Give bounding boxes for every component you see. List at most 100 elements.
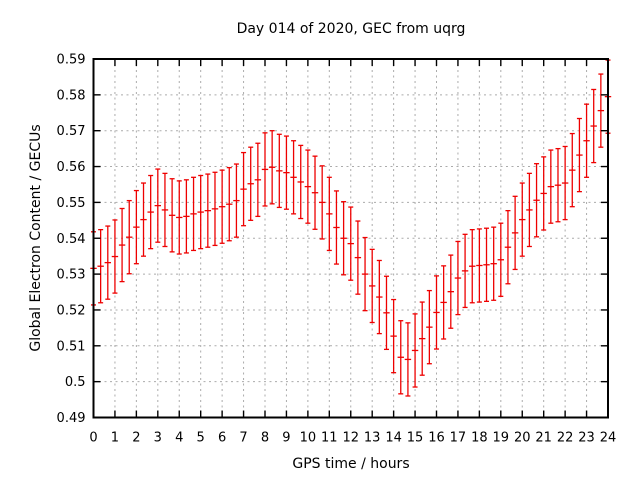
error-bar [404,322,412,397]
error-bar [583,103,590,178]
error-bar [326,176,333,252]
error-bar [569,132,576,208]
x-tick-label: 16 [428,431,445,446]
error-bar [576,117,583,193]
error-bar [276,133,283,209]
error-bar [147,174,154,250]
x-tick-label: 21 [535,431,552,446]
error-bar [526,172,533,248]
error-bar [476,228,483,303]
x-tick-label: 12 [342,431,359,446]
x-tick-label: 0 [89,431,97,446]
error-bar [211,171,219,247]
x-tick-label: 15 [407,431,424,446]
error-bar [304,149,312,224]
error-bar [561,145,569,221]
y-tick-label: 0.57 [57,124,86,139]
error-bar [97,228,104,304]
error-bar [247,146,254,221]
error-bar [597,73,605,148]
plot-border [92,58,609,419]
error-bar [454,240,462,316]
chart-title: Day 014 of 2020, GEC from uqrg [237,21,466,37]
y-axis-label: Global Electron Content / GECUs [28,124,44,351]
error-bar [504,209,512,285]
error-bar [368,248,376,324]
axes-and-ticks [92,58,609,419]
error-bar [318,165,326,240]
x-axis-label: GPS time / hours [292,456,409,472]
x-tick-label: 17 [450,431,467,446]
error-bar [126,199,133,275]
y-tick-label: 0.5 [65,375,86,390]
error-bar [226,166,233,242]
error-bar [354,220,362,295]
y-tick-label: 0.55 [57,196,86,211]
error-bar [347,206,354,281]
x-tick-label: 14 [385,431,402,446]
x-tick-label: 4 [175,431,183,446]
error-bar [176,180,183,255]
error-bar [218,169,226,244]
error-bar [133,189,140,265]
error-bar [190,176,197,252]
x-tick-label: 7 [239,431,247,446]
x-tick-label: 5 [197,431,205,446]
y-tick-label: 0.59 [57,53,86,68]
error-bar [104,225,111,300]
error-bar [311,155,319,230]
error-bar [411,313,419,388]
x-tick-label: 2 [132,431,140,446]
error-bar [490,226,497,301]
tick-labels: 0 1 2 3 4 5 6 7 8 9 10 11 12 13 14 15 16 17 18 19 20 21 22 23 24… [57,53,617,446]
error-bar [161,172,169,248]
error-bar [433,275,440,350]
error-bar [590,88,597,164]
error-bar [469,228,476,304]
y-tick-label: 0.58 [57,88,86,103]
error-bar [447,254,454,329]
error-bar [426,289,433,365]
x-tick-label: 13 [364,431,381,446]
error-bar [204,173,212,248]
x-tick-label: 24 [600,431,617,446]
x-tick-label: 22 [557,431,574,446]
error-bar [554,147,562,223]
error-bar [533,163,540,238]
x-tick-label: 9 [282,431,290,446]
error-bar [376,259,383,335]
error-bar [483,227,490,302]
error-bar [233,163,240,238]
error-bar [283,135,290,210]
error-bar [140,182,147,257]
x-tick-label: 3 [154,431,162,446]
error-bar [440,265,447,340]
error-bar [390,298,397,374]
error-bar [419,301,426,376]
error-bar [240,151,247,227]
y-tick-label: 0.54 [57,232,86,247]
x-tick-label: 11 [321,431,338,446]
x-tick-label: 8 [261,431,269,446]
error-bar [333,190,340,265]
error-bar [361,236,369,312]
error-bar [268,130,276,205]
y-tick-label: 0.56 [57,160,86,175]
x-tick-label: 10 [300,431,317,446]
error-bar [461,233,469,309]
x-tick-label: 1 [111,431,119,446]
x-tick-label: 6 [218,431,226,446]
error-bar [497,222,505,297]
error-bar [183,179,190,254]
y-tick-label: 0.53 [57,268,86,283]
error-bar [340,201,347,276]
y-tick-label: 0.51 [57,339,86,354]
error-bar [547,149,555,224]
y-tick-label: 0.49 [57,411,86,426]
y-tick-label: 0.52 [57,303,86,318]
x-tick-label: 18 [471,431,488,446]
error-bar [261,132,269,207]
error-bar [254,142,262,218]
